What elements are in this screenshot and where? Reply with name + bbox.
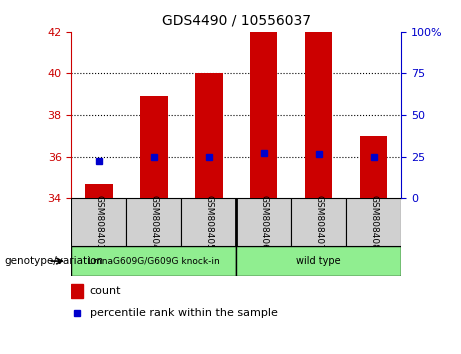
Text: LmnaG609G/G609G knock-in: LmnaG609G/G609G knock-in — [88, 257, 220, 266]
Bar — [85, 184, 112, 198]
Title: GDS4490 / 10556037: GDS4490 / 10556037 — [162, 14, 311, 28]
Text: genotype/variation: genotype/variation — [5, 256, 104, 266]
Bar — [360, 136, 387, 198]
Bar — [305, 32, 332, 198]
Text: count: count — [89, 286, 121, 296]
Text: GSM808406: GSM808406 — [259, 195, 268, 250]
Text: GSM808405: GSM808405 — [204, 195, 213, 250]
Text: percentile rank within the sample: percentile rank within the sample — [89, 308, 278, 318]
Bar — [291, 198, 346, 246]
Bar — [236, 246, 401, 276]
Bar — [236, 198, 291, 246]
Bar — [71, 246, 236, 276]
Bar — [250, 32, 278, 198]
Bar — [71, 284, 83, 297]
Bar — [126, 198, 181, 246]
Text: GSM808404: GSM808404 — [149, 195, 159, 250]
Bar — [140, 96, 168, 198]
Text: GSM808403: GSM808403 — [95, 195, 103, 250]
Text: GSM808408: GSM808408 — [369, 195, 378, 250]
Text: wild type: wild type — [296, 256, 341, 266]
Bar — [195, 74, 223, 198]
Bar — [346, 198, 401, 246]
Bar — [71, 198, 126, 246]
Bar — [181, 198, 236, 246]
Text: GSM808407: GSM808407 — [314, 195, 323, 250]
